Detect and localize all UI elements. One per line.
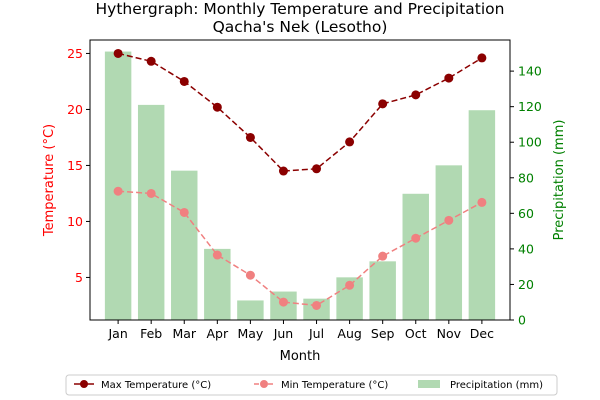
max-temp-point-aug	[345, 137, 355, 147]
precipitation-bar-jan	[104, 51, 132, 321]
precipitation-bar-feb	[137, 104, 165, 320]
max-temp-point-apr	[212, 102, 222, 112]
left-y-tick-label-20: 20	[67, 102, 83, 117]
precipitation-bar-mar	[171, 170, 198, 320]
x-tick-label-nov: Nov	[437, 326, 462, 341]
precipitation-bar-sep	[369, 261, 396, 320]
right-y-tick-label-120: 120	[518, 99, 542, 114]
max-temp-point-feb	[146, 56, 156, 66]
legend: Max Temperature (°C) Min Temperature (°C…	[65, 374, 558, 396]
max-temp-point-jun	[278, 166, 288, 176]
max-temp-point-jul	[312, 164, 322, 174]
legend-precipitation-swatch	[418, 380, 440, 388]
right-y-axis: 0 20 40 60 80 100 120 140	[510, 64, 542, 328]
x-tick-label-jan: Jan	[107, 326, 127, 341]
legend-max-temp-marker	[80, 380, 88, 388]
right-y-axis-label: Precipitation (mm)	[552, 120, 567, 241]
precipitation-bar-apr	[204, 248, 231, 320]
min-temp-point-jan	[113, 186, 123, 196]
left-y-tick-label-10: 10	[67, 214, 83, 229]
max-temp-line	[117, 52, 483, 172]
min-temp-point-dec	[477, 197, 487, 207]
chart-title: Hythergraph: Monthly Temperature and Pre…	[96, 0, 505, 18]
max-temp-point-jan	[113, 48, 123, 58]
max-temp-point-oct	[411, 90, 421, 100]
x-tick-label-apr: Apr	[207, 326, 229, 341]
left-y-tick-label-15: 15	[67, 158, 83, 173]
max-temp-point-dec	[477, 53, 487, 63]
min-temp-point-may	[245, 270, 255, 280]
precipitation-bars	[104, 51, 496, 321]
right-y-tick-label-20: 20	[518, 277, 534, 292]
precipitation-bar-dec	[468, 110, 496, 320]
x-tick-label-may: May	[237, 326, 263, 341]
right-y-tick-label-40: 40	[518, 241, 534, 256]
max-temp-point-nov	[444, 73, 454, 83]
legend-max-temp-label: Max Temperature (°C)	[101, 380, 211, 391]
left-y-axis-label: Temperature (°C)	[42, 124, 57, 237]
left-y-tick-label-25: 25	[67, 46, 83, 61]
right-y-tick-label-100: 100	[518, 135, 542, 150]
x-axis: Jan Feb Mar Apr May Jun Jul Aug Sep Oct Nov Dec	[107, 320, 494, 341]
x-tick-label-jun: Jun	[273, 326, 294, 341]
min-temp-point-aug	[345, 280, 355, 290]
right-y-tick-label-60: 60	[518, 206, 534, 221]
precipitation-bar-oct	[402, 193, 429, 320]
min-temp-point-sep	[378, 251, 388, 261]
min-temp-line	[118, 190, 483, 307]
x-tick-label-sep: Sep	[371, 326, 395, 341]
x-tick-label-jul: Jul	[308, 326, 324, 341]
plot-frame	[89, 39, 511, 321]
legend-precipitation-label: Precipitation (mm)	[450, 380, 543, 391]
max-temp-point-mar	[179, 76, 189, 86]
left-y-tick-label-5: 5	[75, 270, 83, 285]
precipitation-bar-may	[237, 300, 264, 320]
min-temp-point-nov	[444, 215, 454, 225]
right-y-tick-label-80: 80	[518, 170, 534, 185]
x-tick-label-mar: Mar	[172, 326, 196, 341]
x-tick-label-oct: Oct	[405, 326, 427, 341]
right-y-tick-label-140: 140	[518, 64, 542, 79]
min-temp-point-mar	[179, 207, 189, 217]
precipitation-bar-nov	[435, 165, 463, 320]
max-temp-point-may	[245, 132, 255, 142]
temperature-lines	[113, 48, 487, 310]
min-temp-point-feb	[146, 188, 156, 198]
min-temp-point-oct	[411, 233, 421, 243]
legend-min-temp-marker	[260, 380, 268, 388]
legend-min-temp-label: Min Temperature (°C)	[281, 380, 388, 391]
x-tick-label-dec: Dec	[470, 326, 494, 341]
x-tick-label-feb: Feb	[140, 326, 162, 341]
right-y-tick-label-0: 0	[518, 313, 526, 328]
left-y-axis: 5 10 15 20 25	[67, 46, 90, 285]
x-tick-label-aug: Aug	[337, 326, 361, 341]
min-temp-point-jun	[278, 297, 288, 307]
min-temp-point-jul	[312, 300, 322, 310]
x-axis-label: Month	[280, 349, 321, 364]
max-temp-point-sep	[378, 99, 388, 109]
min-temp-point-apr	[212, 250, 222, 260]
chart-subtitle: Qacha's Nek (Lesotho)	[213, 18, 388, 36]
